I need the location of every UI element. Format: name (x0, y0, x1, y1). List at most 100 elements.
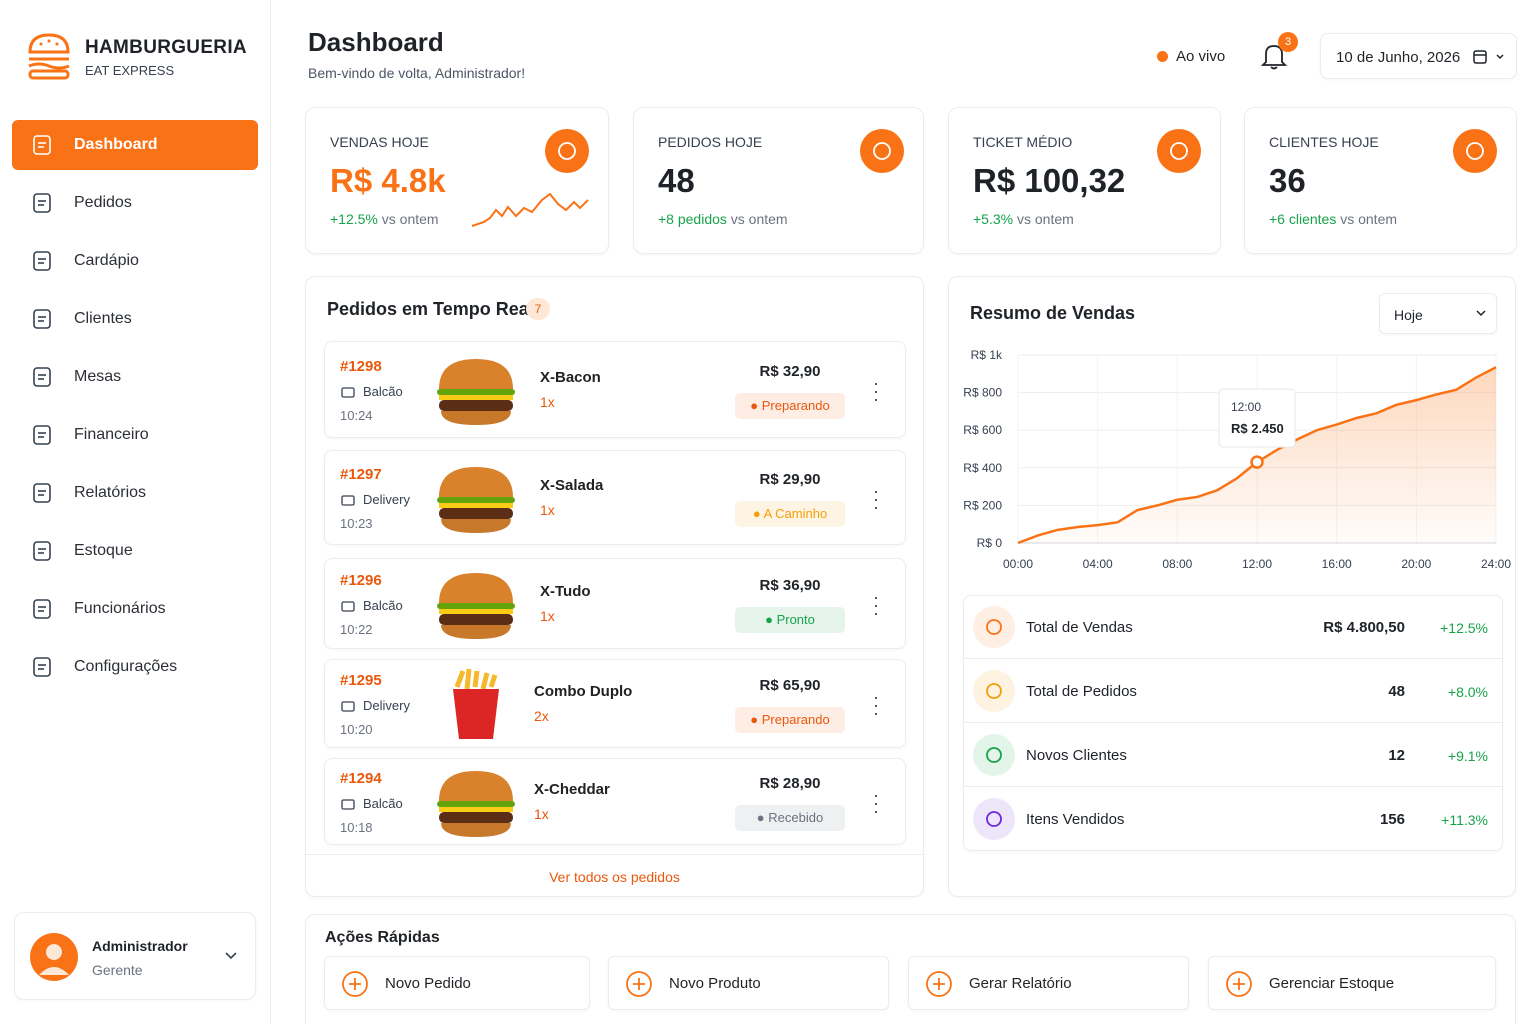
icon-shape (341, 700, 355, 712)
nav-item[interactable]: Estoque (12, 526, 258, 576)
nav-item[interactable]: Funcionários (12, 584, 258, 634)
kpi-value: 48 (658, 162, 695, 199)
action-label: Novo Pedido (385, 975, 471, 992)
action-icon (1226, 971, 1252, 997)
action-icon (342, 971, 368, 997)
nav-item[interactable]: Cardápio (12, 236, 258, 286)
order-card[interactable]: #1296 Balcão 10:22 X-Tudo 1x R$ 36,90 ● Pronto… (324, 558, 906, 649)
summary-change: +11.3% (1441, 812, 1488, 828)
view-all-link[interactable]: Ver todos os pedidos (549, 869, 680, 885)
order-qty: 1x (540, 501, 555, 518)
compare-label: vs ontem (381, 211, 439, 227)
more-menu[interactable]: · · · (873, 686, 879, 723)
user-card[interactable]: Administrador Gerente (14, 912, 256, 1000)
nav-item[interactable]: Dashboard (12, 120, 258, 170)
order-time: 10:20 (340, 721, 373, 737)
order-item: X-Cheddar (534, 780, 610, 798)
order-card[interactable]: #1298 Balcão 10:24 X-Bacon 1x R$ 32,90 ● Prepa… (324, 341, 906, 438)
nav-item[interactable]: Pedidos (12, 178, 258, 228)
icon-shape (341, 600, 355, 612)
icon-shape (1466, 142, 1484, 160)
icon-shape (342, 971, 368, 997)
lettuce (437, 602, 515, 609)
order-item: Combo Duplo (534, 682, 633, 700)
icon-shape (986, 619, 1002, 635)
status-label: Recebido (768, 809, 824, 825)
kpi-glyph (873, 142, 891, 160)
order-price: R$ 65,90 (759, 676, 821, 694)
order-card[interactable]: #1294 Balcão 10:18 X-Cheddar 1x R$ 28,90 ● Rec… (324, 758, 906, 845)
patty (439, 613, 513, 625)
nav-label: Mesas (74, 368, 122, 385)
nav-item[interactable]: Relatórios (12, 468, 258, 518)
orders-count: 7 (526, 298, 550, 320)
order-price: R$ 29,90 (759, 470, 821, 488)
nav-item[interactable]: Financeiro (12, 410, 258, 460)
kpi-change: +6 clientes vs ontem (1269, 211, 1397, 227)
order-id: #1294 (340, 769, 382, 787)
summary-change: +9.1% (1447, 748, 1488, 764)
nav-label: Financeiro (74, 426, 149, 443)
action-label: Gerenciar Estoque (1269, 975, 1395, 992)
order-card[interactable]: #1295 Delivery 10:20 Combo Duplo 2x R$ 65,90 ●… (324, 659, 906, 748)
brand-tagline: EAT EXPRESS (85, 63, 175, 78)
change-value: +12.5% (330, 211, 378, 227)
summary-table (963, 595, 1503, 851)
icon-shape (33, 425, 51, 445)
icon-shape (33, 251, 51, 271)
kpi-change: +12.5% vs ontem (330, 211, 439, 227)
sales-title: Resumo de Vendas (970, 303, 1136, 323)
nav-label: Configurações (74, 658, 178, 675)
kpi-card: CLIENTES HOJE 36 +6 clientes vs ontem (1244, 107, 1517, 254)
icon-shape (633, 978, 645, 990)
order-price: R$ 36,90 (759, 576, 821, 594)
food-image (437, 466, 515, 533)
sparkline (471, 192, 589, 227)
food-image (437, 770, 515, 837)
icon-shape (558, 142, 576, 160)
status-pill: ● Recebido (735, 804, 845, 831)
summary-row: Total de Pedidos 48 +8.0% (963, 659, 1502, 723)
status-label: Preparando (761, 397, 830, 413)
icon-shape (33, 483, 51, 503)
status-pill: ● Preparando (735, 706, 845, 733)
nav-label: Pedidos (74, 194, 132, 211)
bell-icon[interactable] (1260, 42, 1288, 70)
order-qty: 1x (540, 393, 555, 410)
kpi-label: VENDAS HOJE (330, 134, 429, 150)
period-select[interactable]: Hoje (1379, 293, 1497, 334)
order-card[interactable]: #1297 Delivery 10:23 X-Salada 1x R$ 29,90 ● A … (324, 450, 906, 545)
nav-item[interactable]: Clientes (12, 294, 258, 344)
more-menu[interactable]: · · · (873, 784, 879, 821)
fries-box (453, 688, 499, 739)
more-menu[interactable]: · · · (873, 480, 879, 517)
period-label: Hoje (1394, 307, 1423, 323)
icon-shape (349, 978, 361, 990)
summary-change: +12.5% (1440, 620, 1488, 636)
nav-icon (33, 309, 51, 329)
more-menu[interactable]: · · · (873, 586, 879, 623)
status-label: Pronto (776, 611, 815, 627)
channel-icon (341, 494, 355, 506)
fries (454, 668, 498, 690)
patty (439, 811, 513, 823)
icon-shape (1233, 978, 1245, 990)
chevron (1476, 310, 1486, 317)
nav-item[interactable]: Configurações (12, 642, 258, 692)
compare-label: vs ontem (1340, 211, 1398, 227)
channel-icon (341, 600, 355, 612)
status-label: Preparando (761, 711, 830, 727)
quick-action[interactable]: Gerar Relatório (908, 956, 1189, 1010)
nav-item[interactable]: Mesas (12, 352, 258, 402)
brand-name: HAMBURGUERIA (85, 37, 247, 58)
quick-action[interactable]: Novo Pedido (324, 956, 590, 1010)
quick-action[interactable]: Gerenciar Estoque (1208, 956, 1496, 1010)
order-id: #1295 (340, 671, 382, 689)
nav-icon (33, 599, 51, 619)
icon-shape (986, 811, 1002, 827)
status-pill: ● Preparando (735, 392, 845, 419)
more-menu[interactable]: · · · (873, 372, 879, 409)
date-picker[interactable]: 10 de Junho, 2026 (1320, 33, 1517, 79)
quick-action[interactable]: Novo Produto (608, 956, 889, 1010)
kpi-label: CLIENTES HOJE (1269, 134, 1379, 150)
